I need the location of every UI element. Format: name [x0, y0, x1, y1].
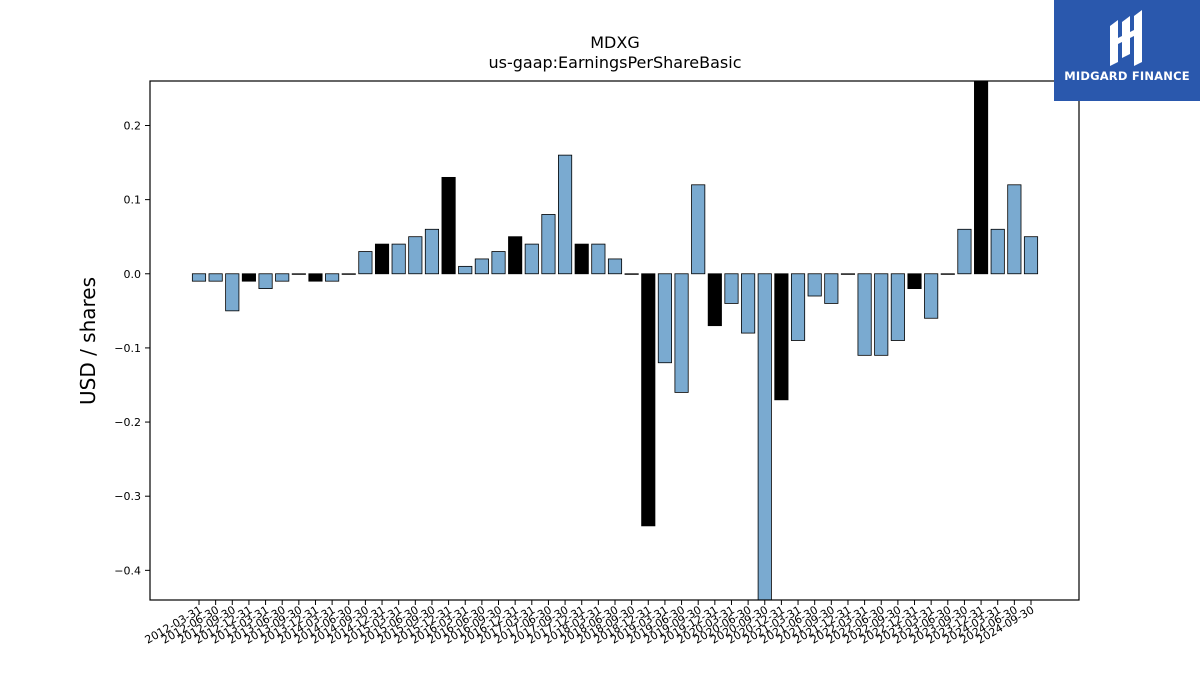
bar-2016-06-30 — [474, 258, 489, 275]
plot-frame — [149, 80, 1080, 601]
bar-2024-03-31 — [990, 228, 1005, 275]
y-tick-label: 0.1 — [124, 194, 142, 207]
bar-2021-09-30 — [824, 273, 839, 304]
bar-2023-03-31 — [924, 273, 939, 319]
bar-2017-06-30 — [541, 214, 556, 275]
bar-2020-12-31 — [774, 273, 789, 401]
bar-2016-09-30 — [491, 251, 506, 275]
y-tick-label: −0.2 — [114, 416, 141, 429]
bar-2018-12-31 — [641, 273, 656, 527]
bar-2021-12-31 — [840, 273, 856, 275]
bar-2016-03-31 — [458, 265, 473, 275]
midgard-finance-logo: MIDGARD FINANCE — [1054, 0, 1200, 101]
y-tick-label: −0.4 — [114, 564, 141, 577]
y-tick-label: −0.3 — [114, 490, 141, 503]
bar-2023-06-30 — [940, 273, 955, 275]
bar-2014-12-31 — [374, 243, 390, 275]
y-axis-label: USD / shares — [76, 277, 100, 405]
bar-2018-09-30 — [624, 273, 639, 275]
midgard-logo-icon — [1110, 10, 1142, 66]
bar-2023-12-31 — [974, 80, 989, 275]
bar-2014-09-30 — [358, 251, 373, 275]
bar-2015-12-31 — [441, 176, 456, 275]
bar-2015-03-31 — [391, 243, 406, 275]
y-tick-label: 0.0 — [124, 268, 142, 281]
bar-2023-09-30 — [957, 228, 972, 275]
bar-2018-06-30 — [607, 258, 623, 275]
bar-2022-12-31 — [907, 273, 922, 289]
bar-2018-03-31 — [591, 243, 606, 275]
bar-2012-12-31 — [241, 273, 256, 282]
bar-2021-06-30 — [807, 273, 822, 297]
bar-2020-09-30 — [757, 273, 772, 601]
bar-2019-03-31 — [657, 273, 672, 364]
bar-2012-06-30 — [208, 273, 223, 282]
brand-name: MIDGARD FINANCE — [1064, 69, 1190, 83]
chart-subtitle: us-gaap:EarningsPerShareBasic — [488, 53, 741, 72]
bar-2013-03-31 — [258, 273, 273, 289]
bar-2016-12-31 — [508, 236, 523, 275]
bar-2024-09-30 — [1023, 236, 1039, 275]
bar-2012-03-31 — [191, 273, 207, 282]
bar-2015-06-30 — [408, 236, 423, 275]
bar-2015-09-30 — [424, 228, 440, 275]
bar-2020-06-30 — [741, 273, 756, 334]
bar-2017-12-31 — [574, 243, 589, 275]
bar-2012-09-30 — [225, 273, 240, 312]
bar-2022-03-31 — [857, 273, 872, 356]
y-tick-label: 0.2 — [124, 119, 142, 132]
bar-2019-06-30 — [674, 273, 689, 393]
bar-2019-09-30 — [691, 184, 706, 275]
bar-2013-06-30 — [275, 273, 290, 282]
bar-2017-09-30 — [558, 154, 573, 275]
bar-2014-03-31 — [325, 273, 340, 282]
bar-2019-12-31 — [707, 273, 722, 327]
bar-2022-06-30 — [874, 273, 889, 356]
bar-2013-09-30 — [291, 273, 306, 275]
bar-2024-06-30 — [1007, 184, 1022, 275]
bar-2021-03-31 — [790, 273, 806, 341]
chart-title: MDXG — [590, 33, 639, 52]
bar-2014-06-30 — [341, 273, 356, 275]
bar-2020-03-31 — [724, 273, 739, 304]
bar-2022-09-30 — [890, 273, 905, 341]
bar-2017-03-31 — [524, 243, 539, 275]
y-tick-label: −0.1 — [114, 342, 141, 355]
bar-2013-12-31 — [308, 273, 323, 282]
